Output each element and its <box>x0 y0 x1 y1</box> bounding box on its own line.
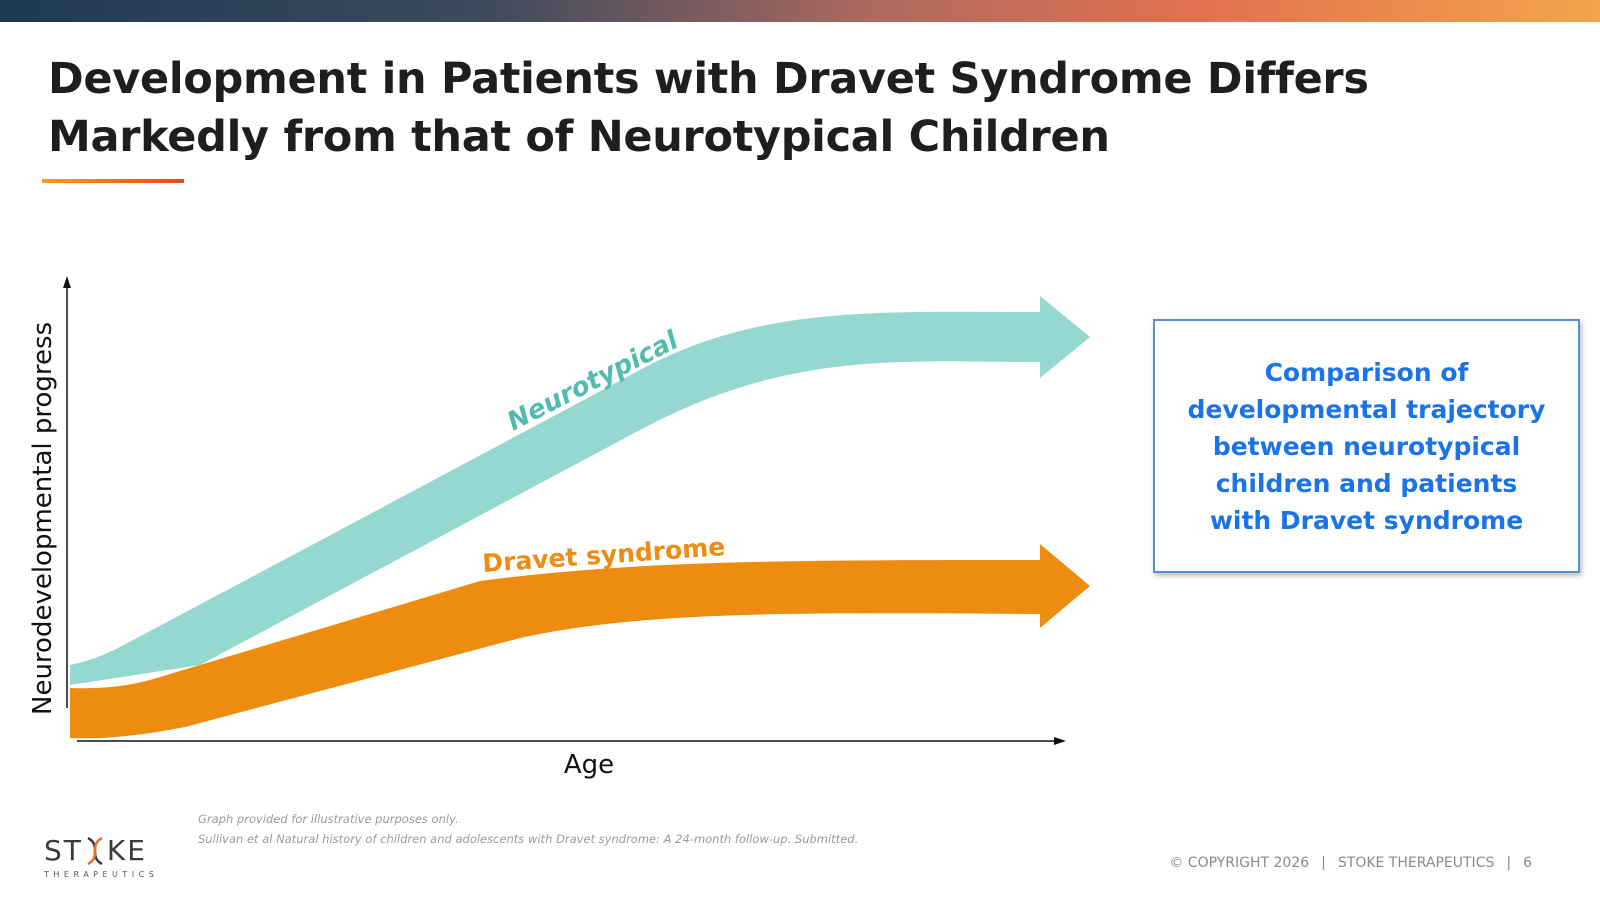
comparison-callout-box: Comparison of developmental trajectory b… <box>1153 319 1580 573</box>
neurotypical-band <box>70 296 1090 685</box>
slide-title-line2: Markedly from that of Neurotypical Child… <box>48 112 1110 162</box>
dravet-band <box>70 544 1090 739</box>
logo-word-right: KE <box>106 834 147 867</box>
logo-word-left: ST <box>44 834 83 867</box>
y-axis-label: Neurodevelopmental progress <box>28 322 58 715</box>
title-underline <box>42 179 184 183</box>
callout-text: Comparison of developmental trajectory b… <box>1187 357 1546 535</box>
slide-title: Development in Patients with Dravet Synd… <box>48 50 1498 166</box>
footer-separator: | <box>1506 855 1512 871</box>
top-gradient-band <box>0 0 1600 22</box>
slide-title-line1: Development in Patients with Dravet Synd… <box>48 54 1369 104</box>
x-axis-arrowhead <box>1054 737 1066 745</box>
stoke-logo: ST KE THERAPEUTICS <box>44 836 159 880</box>
footnote-citation: Sullivan et al Natural history of childr… <box>198 832 859 846</box>
logo-wordmark: ST KE <box>44 836 158 866</box>
logo-subtitle: THERAPEUTICS <box>44 870 159 879</box>
page-number: 6 <box>1523 855 1532 871</box>
y-axis-arrowhead <box>63 276 71 288</box>
logo-helix-icon <box>87 836 103 866</box>
footnote-illustrative: Graph provided for illustrative purposes… <box>198 812 459 826</box>
slide-footer: © COPYRIGHT 2026 | STOKE THERAPEUTICS | … <box>1169 855 1532 871</box>
x-axis-label: Age <box>564 750 614 780</box>
footer-company: STOKE THERAPEUTICS <box>1337 855 1495 871</box>
footer-copyright: © COPYRIGHT 2026 <box>1169 855 1310 871</box>
footer-separator: | <box>1321 855 1326 871</box>
